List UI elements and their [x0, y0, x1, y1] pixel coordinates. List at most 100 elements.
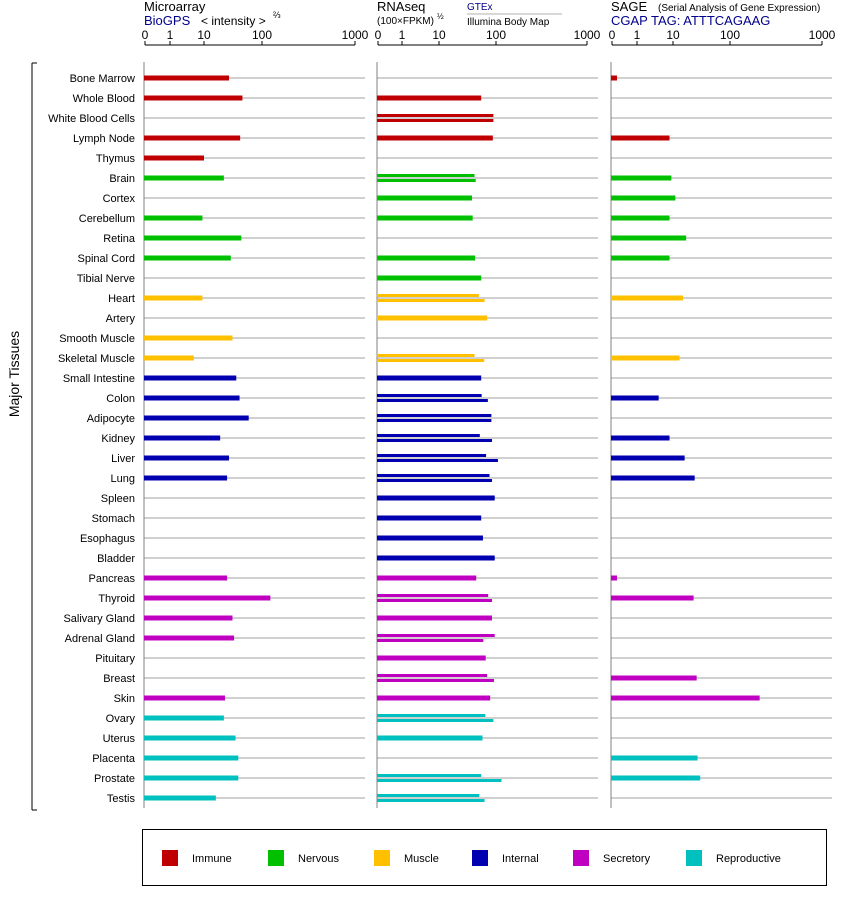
bar — [377, 195, 473, 201]
bar — [144, 635, 235, 641]
bar — [611, 435, 670, 441]
bar — [377, 255, 476, 261]
bar — [377, 419, 492, 422]
tissue-label: Testis — [107, 793, 136, 805]
tissue-label: Thymus — [96, 153, 136, 165]
bar — [144, 695, 225, 701]
microarray-source: BioGPS — [144, 13, 191, 28]
legend-swatch — [374, 850, 390, 866]
bar — [377, 714, 486, 717]
x-tick-label: 100 — [486, 28, 506, 42]
bar — [144, 395, 240, 401]
bar — [611, 75, 617, 81]
tissue-label: Retina — [103, 233, 136, 245]
sage-tag-label: CGAP TAG: ATTTCAGAAG — [611, 13, 770, 28]
bar — [377, 479, 492, 482]
rnaseq-unit-exponent: ½ — [437, 12, 444, 21]
bar — [377, 695, 491, 701]
bar — [377, 615, 492, 621]
bar — [144, 135, 241, 141]
tissue-label: Uterus — [103, 733, 136, 745]
tissue-label: Heart — [108, 293, 135, 305]
bar — [611, 175, 672, 181]
bar — [377, 454, 487, 457]
bar — [611, 395, 659, 401]
bar — [611, 195, 676, 201]
x-tick-label: 10 — [666, 28, 680, 42]
rnaseq-title: RNAseq — [377, 0, 425, 14]
tissue-label: Cerebellum — [79, 213, 135, 225]
bar — [377, 634, 495, 637]
tissue-label: Salivary Gland — [63, 613, 135, 625]
bar — [611, 455, 685, 461]
bar — [377, 179, 476, 182]
bar — [377, 774, 482, 777]
bar — [377, 575, 477, 581]
x-tick-label: 0 — [142, 28, 149, 42]
bar — [144, 95, 243, 101]
bar — [377, 315, 488, 321]
x-tick-label: 1000 — [809, 28, 836, 42]
bar — [611, 695, 760, 701]
microarray-unit-exponent: ⅔ — [273, 10, 281, 20]
tissue-label: Thyroid — [98, 593, 135, 605]
bar — [377, 794, 480, 797]
tissue-label: Adrenal Gland — [65, 633, 135, 645]
bar — [377, 354, 475, 357]
rnaseq-source-bodymap: Illumina Body Map — [467, 17, 550, 28]
bar — [377, 275, 482, 281]
tissue-label: Esophagus — [80, 533, 136, 545]
bar — [611, 215, 670, 221]
bar — [377, 459, 498, 462]
bar — [144, 715, 224, 721]
bar — [144, 615, 233, 621]
bar — [144, 335, 233, 341]
sage-title: SAGE — [611, 0, 647, 14]
tissue-label: Liver — [111, 453, 135, 465]
bar — [377, 779, 502, 782]
legend-label: Reproductive — [716, 853, 781, 865]
tissue-label: Prostate — [94, 773, 135, 785]
tissue-label: Cortex — [103, 193, 136, 205]
rnaseq-source-gtex: GTEx — [467, 2, 493, 13]
tissue-label: Kidney — [101, 433, 135, 445]
bar — [611, 575, 617, 581]
bar — [377, 434, 480, 437]
bar — [144, 575, 228, 581]
bar — [377, 375, 482, 381]
tissue-label: Colon — [106, 393, 135, 405]
tissue-label: Ovary — [106, 713, 136, 725]
legend-label: Internal — [502, 853, 539, 865]
tissue-label: Lung — [111, 473, 135, 485]
bar — [611, 595, 694, 601]
bar — [611, 775, 701, 781]
bar — [144, 295, 203, 301]
legend-box — [142, 829, 827, 886]
bar — [144, 775, 239, 781]
bar — [144, 235, 242, 241]
tissue-label: Placenta — [92, 753, 136, 765]
bar — [144, 75, 230, 81]
x-tick-label: 0 — [375, 28, 382, 42]
bar — [377, 495, 495, 501]
tissue-label: Whole Blood — [73, 93, 135, 105]
tissue-label: Skin — [114, 693, 135, 705]
tissue-label: White Blood Cells — [48, 113, 135, 125]
bar — [377, 114, 494, 117]
bar — [377, 679, 494, 682]
legend-label: Nervous — [298, 853, 339, 865]
bar — [611, 475, 695, 481]
legend-swatch — [573, 850, 589, 866]
bar — [377, 655, 486, 661]
tissue-label: Skeletal Muscle — [58, 353, 135, 365]
bar — [144, 735, 236, 741]
bar — [377, 394, 482, 397]
bar — [377, 599, 492, 602]
bar — [377, 414, 492, 417]
bar — [377, 215, 473, 221]
tissue-label: Tibial Nerve — [77, 273, 135, 285]
bar — [144, 215, 203, 221]
bar — [144, 755, 239, 761]
bar — [377, 294, 479, 297]
